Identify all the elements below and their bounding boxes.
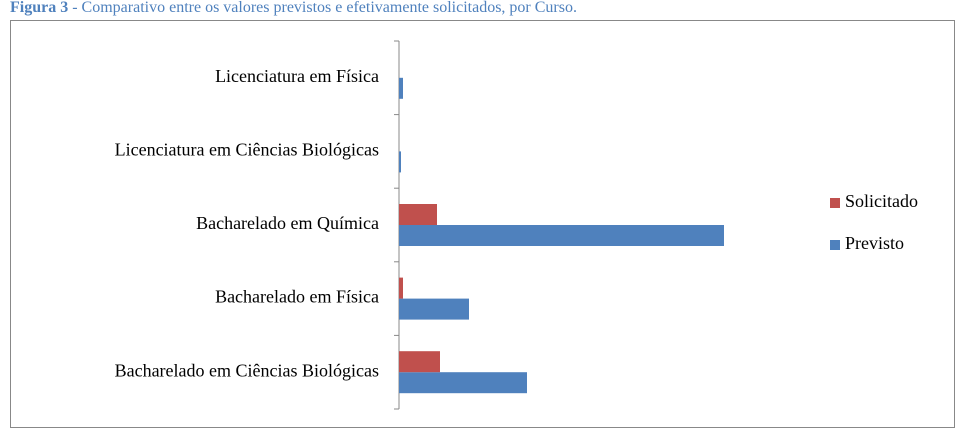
title-text: - Comparativo entre os valores previstos…	[72, 0, 577, 16]
legend-swatch	[830, 240, 840, 250]
bar	[399, 225, 724, 246]
legend-label: Previsto	[845, 233, 904, 253]
y-tick-label: Bacharelado em Química	[196, 213, 379, 233]
legend-swatch	[830, 198, 840, 208]
bar	[399, 151, 401, 173]
y-tick-label: Bacharelado em Ciências Biológicas	[115, 360, 379, 380]
bar	[399, 372, 527, 394]
bar	[399, 351, 440, 373]
y-tick-label: Bacharelado em Física	[215, 287, 379, 307]
chart-border	[10, 20, 955, 428]
title-label: Figura 3	[10, 0, 68, 16]
bar	[399, 204, 437, 225]
bar	[399, 298, 469, 320]
y-tick-label: Licenciatura em Ciências Biológicas	[115, 140, 379, 160]
y-tick-label: Licenciatura em Física	[215, 66, 379, 86]
bar	[399, 277, 403, 299]
bar	[399, 77, 403, 99]
chart-title: Figura 3 - Comparativo entre os valores …	[10, 0, 577, 16]
legend-label: Solicitado	[845, 191, 918, 211]
